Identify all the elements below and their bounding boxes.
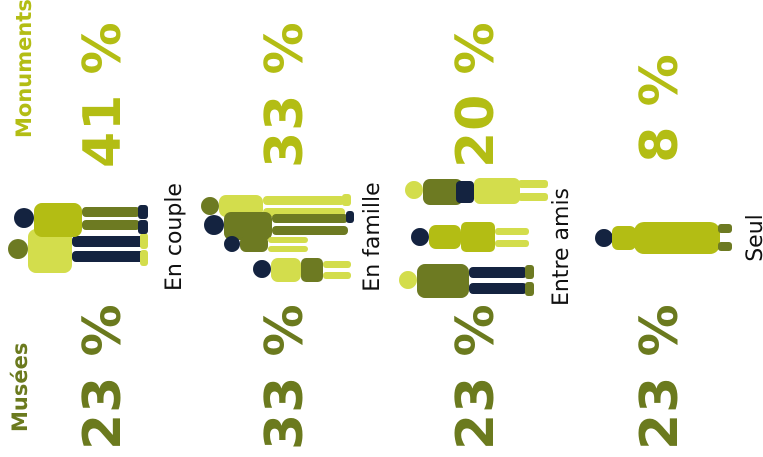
person-figure-icon bbox=[224, 236, 308, 252]
person-figure-icon bbox=[399, 264, 534, 298]
person-figure-icon bbox=[14, 203, 148, 237]
person-figure-icon bbox=[253, 258, 351, 282]
person-figure-icon bbox=[411, 222, 529, 252]
person-figure-icon bbox=[204, 211, 354, 240]
person-figure-icon bbox=[8, 229, 148, 273]
person-figure-icon bbox=[595, 222, 732, 254]
person-figure-icon bbox=[405, 178, 548, 205]
